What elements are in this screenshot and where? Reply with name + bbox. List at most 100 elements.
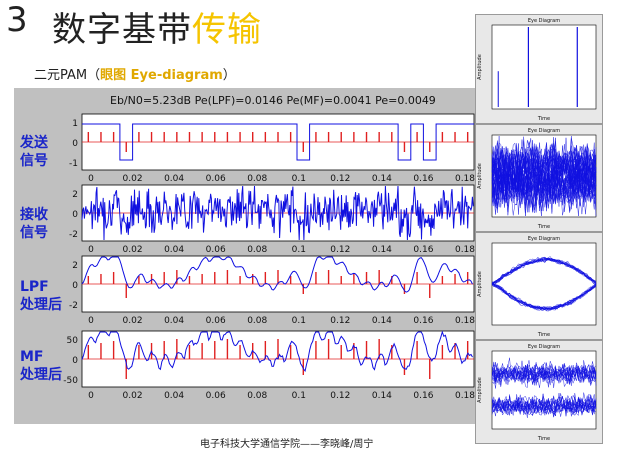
x-tick-label: 0.12 — [330, 316, 350, 326]
x-tick-label: 0.1 — [292, 245, 306, 255]
eye-diagram-3-svg: Eye Diagram Time Amplitude — [477, 236, 597, 338]
y-tick-label: 0 — [72, 210, 78, 220]
eye-trace — [491, 257, 597, 284]
x-tick-label: 0.14 — [372, 391, 392, 401]
x-tick-label: 0.18 — [455, 391, 475, 401]
y-tick-label: -2 — [69, 301, 78, 311]
waveform-line — [82, 123, 474, 161]
eye-trace — [491, 284, 597, 311]
row-label-rx-line1: 接收 — [20, 207, 48, 223]
x-tick-label: 0.04 — [164, 316, 184, 326]
eye-title: Eye Diagram — [528, 18, 560, 24]
eye-title: Eye Diagram — [528, 236, 560, 242]
waveform-line — [81, 185, 474, 241]
row-label-mf: MF 处理后 — [20, 348, 62, 384]
x-tick-label: 0.04 — [164, 245, 184, 255]
x-tick-label: 0.06 — [206, 174, 226, 184]
row-label-tx-line2: 信号 — [20, 153, 48, 169]
eye-trace — [491, 139, 597, 191]
x-tick-label: 0.18 — [455, 316, 475, 326]
eye-trace — [491, 283, 597, 310]
eye-trace — [491, 395, 597, 415]
waveform-line — [81, 256, 473, 293]
y-tick-label: 0 — [72, 356, 78, 366]
y-tick-label: 50 — [67, 336, 79, 346]
x-tick-label: 0 — [88, 316, 94, 326]
eye-plot-area — [491, 24, 597, 110]
y-tick-label: 0 — [72, 281, 78, 291]
x-tick-label: 0.02 — [123, 174, 143, 184]
eye-plot-area — [491, 242, 597, 326]
slide-title: 数字基带传输 — [52, 2, 262, 51]
slide-footer: 电子科技大学通信学院——李晓峰/周宁 — [200, 439, 374, 450]
eye-ylabel: Amplitude — [477, 271, 483, 297]
x-tick-label: 0.06 — [206, 316, 226, 326]
eye-plot-area — [491, 350, 597, 430]
eye-trace — [491, 361, 597, 386]
eye-trace — [491, 394, 597, 417]
eye-xlabel: Time — [537, 332, 550, 338]
subtitle-prefix: 二元PAM（ — [34, 68, 101, 83]
eye-title: Eye Diagram — [528, 128, 560, 134]
eye-xlabel: Time — [537, 116, 550, 122]
x-tick-label: 0.02 — [123, 391, 143, 401]
x-tick-label: 0.1 — [292, 174, 306, 184]
eye-diagram-2-svg: Eye Diagram Time Amplitude — [477, 128, 597, 230]
eye-diagram-4: Eye Diagram Time Amplitude — [475, 340, 603, 444]
x-tick-label: 0.12 — [330, 245, 350, 255]
eye-title: Eye Diagram — [528, 344, 560, 350]
x-tick-label: 0.08 — [247, 245, 267, 255]
x-tick-label: 0.1 — [292, 391, 306, 401]
x-tick-label: 0.02 — [123, 316, 143, 326]
x-tick-label: 0.16 — [413, 391, 433, 401]
row-label-tx-line1: 发送 — [20, 135, 48, 151]
y-tick-label: -2 — [69, 230, 78, 240]
eye-diagram-4-svg: Eye Diagram Time Amplitude — [477, 344, 597, 442]
y-tick-label: 0 — [72, 139, 78, 149]
x-tick-label: 0.1 — [292, 316, 306, 326]
eye-ylabel: Amplitude — [477, 54, 483, 80]
x-tick-label: 0 — [88, 391, 94, 401]
slide-number: 3 — [6, 0, 28, 40]
y-tick-label: -1 — [69, 159, 78, 169]
x-tick-label: 0.16 — [413, 245, 433, 255]
y-tick-label: 2 — [72, 261, 78, 271]
x-tick-label: 0.08 — [247, 174, 267, 184]
x-tick-label: 0.18 — [455, 174, 475, 184]
x-tick-label: 0.06 — [206, 391, 226, 401]
x-tick-label: 0 — [88, 174, 94, 184]
eye-trace — [491, 394, 597, 416]
eye-xlabel: Time — [537, 436, 550, 442]
row-label-rx: 接收 信号 — [20, 206, 48, 242]
y-tick-label: 1 — [72, 119, 78, 129]
x-tick-label: 0.14 — [372, 245, 392, 255]
subtitle-suffix: ） — [222, 68, 236, 83]
row-label-lpf-line1: LPF — [20, 279, 49, 295]
eye-trace — [491, 159, 597, 216]
x-tick-label: 0.08 — [247, 391, 267, 401]
x-tick-label: 0 — [88, 245, 94, 255]
eye-diagram-2: Eye Diagram Time Amplitude — [475, 124, 603, 232]
eye-trace — [491, 392, 597, 415]
eye-trace — [491, 283, 597, 311]
row-label-lpf: LPF 处理后 — [20, 278, 62, 314]
eye-ylabel: Amplitude — [477, 163, 483, 189]
y-tick-label: 2 — [72, 190, 78, 200]
waveform-panel: 发送信号 接收 信号 LPF 处理后 MF 处理后 Eb/N0=5.23dB Pe(L… — [14, 88, 479, 424]
x-tick-label: 0.14 — [372, 316, 392, 326]
slide-subtitle: 二元PAM（眼图 Eye-diagram） — [34, 64, 236, 83]
eye-trace — [491, 143, 597, 187]
row-label-mf-line2: 处理后 — [20, 367, 62, 383]
eye-diagram-1: Eye Diagram Time Amplitude — [475, 14, 603, 124]
x-tick-label: 0.04 — [164, 174, 184, 184]
panel-header: Eb/N0=5.23dB Pe(LPF)=0.0146 Pe(MF)=0.004… — [110, 94, 436, 107]
eye-xlabel: Time — [537, 224, 550, 230]
subtitle-accent: 眼图 Eye-diagram — [100, 68, 223, 83]
row-label-lpf-line2: 处理后 — [20, 297, 62, 313]
x-tick-label: 0.02 — [123, 245, 143, 255]
x-tick-label: 0.14 — [372, 174, 392, 184]
x-tick-label: 0.16 — [413, 316, 433, 326]
row-label-mf-line1: MF — [20, 349, 44, 365]
eye-trace — [491, 360, 597, 388]
title-accent: 传输 — [192, 10, 262, 50]
